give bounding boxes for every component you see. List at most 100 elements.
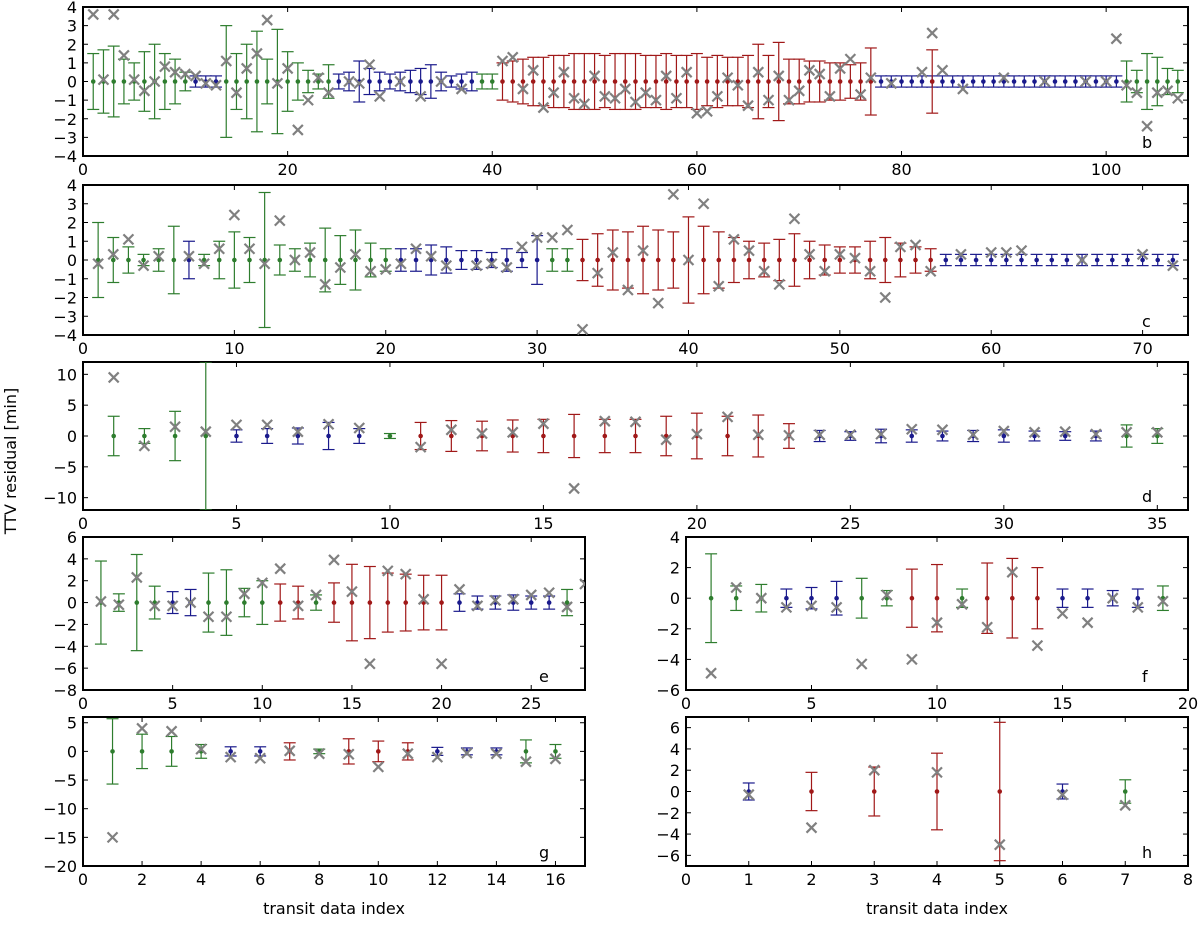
y-tick-label: 2 [67,572,77,591]
model-point [859,595,864,601]
residual-cross [537,417,550,430]
model-point [784,595,789,601]
y-tick-label: 4 [670,528,680,547]
residual-cross [189,70,202,82]
model-point [500,79,505,84]
model-point [746,257,752,263]
y-tick-label: 4 [67,0,77,17]
model-point [553,749,558,754]
residual-cross [166,600,179,612]
residual-cross [993,838,1006,851]
model-point [551,79,556,84]
residual-cross [179,68,192,80]
x-tick-label: 8 [1183,870,1193,889]
residual-cross [363,58,376,71]
x-tick-label: 10 [368,870,388,889]
residual-cross [137,259,150,272]
residual-cross [238,588,251,600]
model-point [671,257,676,263]
model-point [232,257,237,263]
residual-cross [461,747,473,759]
panel-label: g [539,843,549,862]
residual-cross [274,214,286,227]
residual-cross [561,601,573,613]
y-tick-label: −2 [53,110,77,129]
residual-cross [1106,592,1119,604]
model-point [582,79,587,84]
model-point [633,79,638,84]
residual-cross [292,600,304,612]
panel-label: b [1142,133,1152,152]
residual-cross [936,424,949,436]
residual-cross [425,250,437,263]
model-point [377,79,383,84]
model-point [809,789,814,794]
model-point [991,79,996,84]
y-tick-label: −2 [53,615,77,634]
x-tick-label: 5 [995,870,1005,889]
model-point [520,79,526,84]
model-point [822,257,828,263]
model-point [353,257,358,263]
y-tick-label: 4 [67,176,77,195]
x-tick-label: 5 [806,694,816,713]
residual-cross [670,92,683,105]
model-point [479,79,485,84]
x-tick-label: 5 [231,514,241,533]
y-tick-label: 2 [670,761,680,780]
residual-cross [803,64,816,77]
model-point [834,595,839,601]
residual-cross [310,589,322,601]
panel-g: 0 2 4 6 8 10 12 14 16 −20 −15 −10 −5 0 5 g transit data … [43,714,586,918]
residual-cross [319,278,331,291]
residual-cross [752,428,765,441]
residual-cross [909,239,922,251]
residual-cross [549,753,562,765]
residual-cross [818,265,831,278]
residual-cross [879,291,892,304]
residual-cross [916,66,928,78]
residual-cross [254,752,266,765]
model-point [322,257,328,263]
y-tick-label: −20 [43,857,77,876]
model-point [625,257,631,263]
residual-cross [755,592,768,604]
residual-cross [1056,607,1069,620]
y-tick-label: 0 [67,594,77,613]
residual-cross [507,593,520,606]
residual-cross [875,428,887,440]
residual-cross [803,248,816,261]
plot-frame [82,536,586,691]
residual-cross [292,425,304,438]
residual-cross [824,90,836,103]
residual-cross [854,88,867,101]
model-point [571,79,577,84]
model-point [1122,789,1128,794]
residual-cross [210,79,222,92]
residual-cross [349,248,362,261]
residual-cross [527,64,539,77]
residual-cross [516,241,528,253]
model-point [837,257,843,263]
x-tick-label: 35 [1147,514,1167,533]
residual-cross [762,94,775,106]
model-point [1004,257,1009,263]
model-point [257,749,263,754]
residual-cross [599,415,611,427]
model-point [909,433,915,439]
model-point [940,433,945,439]
residual-cross [261,14,273,26]
model-point [777,257,782,263]
model-point [259,600,265,605]
residual-cross [834,62,846,75]
residual-cross [967,428,979,441]
model-point [171,257,177,263]
residual-cross [558,66,570,78]
model-point [878,79,884,84]
model-point [1085,595,1090,601]
model-point [242,600,247,605]
residual-cross [730,581,742,594]
model-point [943,257,949,263]
model-point [1175,79,1181,84]
residual-cross [772,70,785,82]
